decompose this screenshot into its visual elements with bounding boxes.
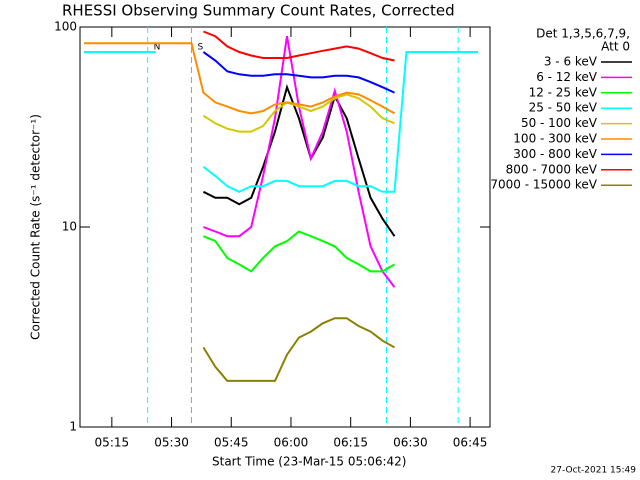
x-tick-label: 06:00 [274,436,309,450]
x-tick-label: 05:30 [154,436,189,450]
legend-label: 25 - 50 keV [529,101,598,115]
legend-label: 50 - 100 keV [521,116,598,130]
x-tick-label: 05:15 [95,436,130,450]
series-line [202,83,396,237]
series-line [84,51,479,193]
timestamp: 27-Oct-2021 15:49 [551,466,637,476]
y-tick-label: 100 [54,20,77,34]
x-tick-label: 06:45 [453,436,488,450]
marker-label: S [197,43,203,53]
legend-label: 7000 - 15000 keV [490,178,597,192]
legend-label: 12 - 25 keV [529,85,598,99]
series-line [203,36,396,288]
series-line [202,51,395,94]
x-tick-label: 05:45 [214,436,249,450]
y-tick-label: 1 [69,420,77,434]
legend-label: 100 - 300 keV [513,132,597,146]
series-line [84,42,395,115]
legend-label: 6 - 12 keV [536,70,598,84]
series-line [202,93,395,133]
series-line [203,230,396,273]
series-line [203,30,395,62]
marker-label: N [154,43,161,53]
series-line [202,317,395,382]
chart-title: RHESSI Observing Summary Count Rates, Co… [62,2,455,20]
legend-title: Det 1,3,5,6,7,9, [536,27,630,41]
x-tick-label: 06:30 [393,436,428,450]
legend-label: 3 - 6 keV [544,55,598,69]
legend-label: 800 - 7000 keV [506,162,598,176]
y-axis-label: Corrected Count Rate (s⁻¹ detector⁻¹) [29,114,43,340]
legend-title: Att 0 [601,40,630,54]
x-tick-label: 06:15 [333,436,368,450]
y-tick-label: 10 [62,220,77,234]
legend-label: 300 - 800 keV [513,147,597,161]
x-axis-label: Start Time (23-Mar-15 05:06:42) [212,455,406,469]
plot-frame [79,26,491,428]
